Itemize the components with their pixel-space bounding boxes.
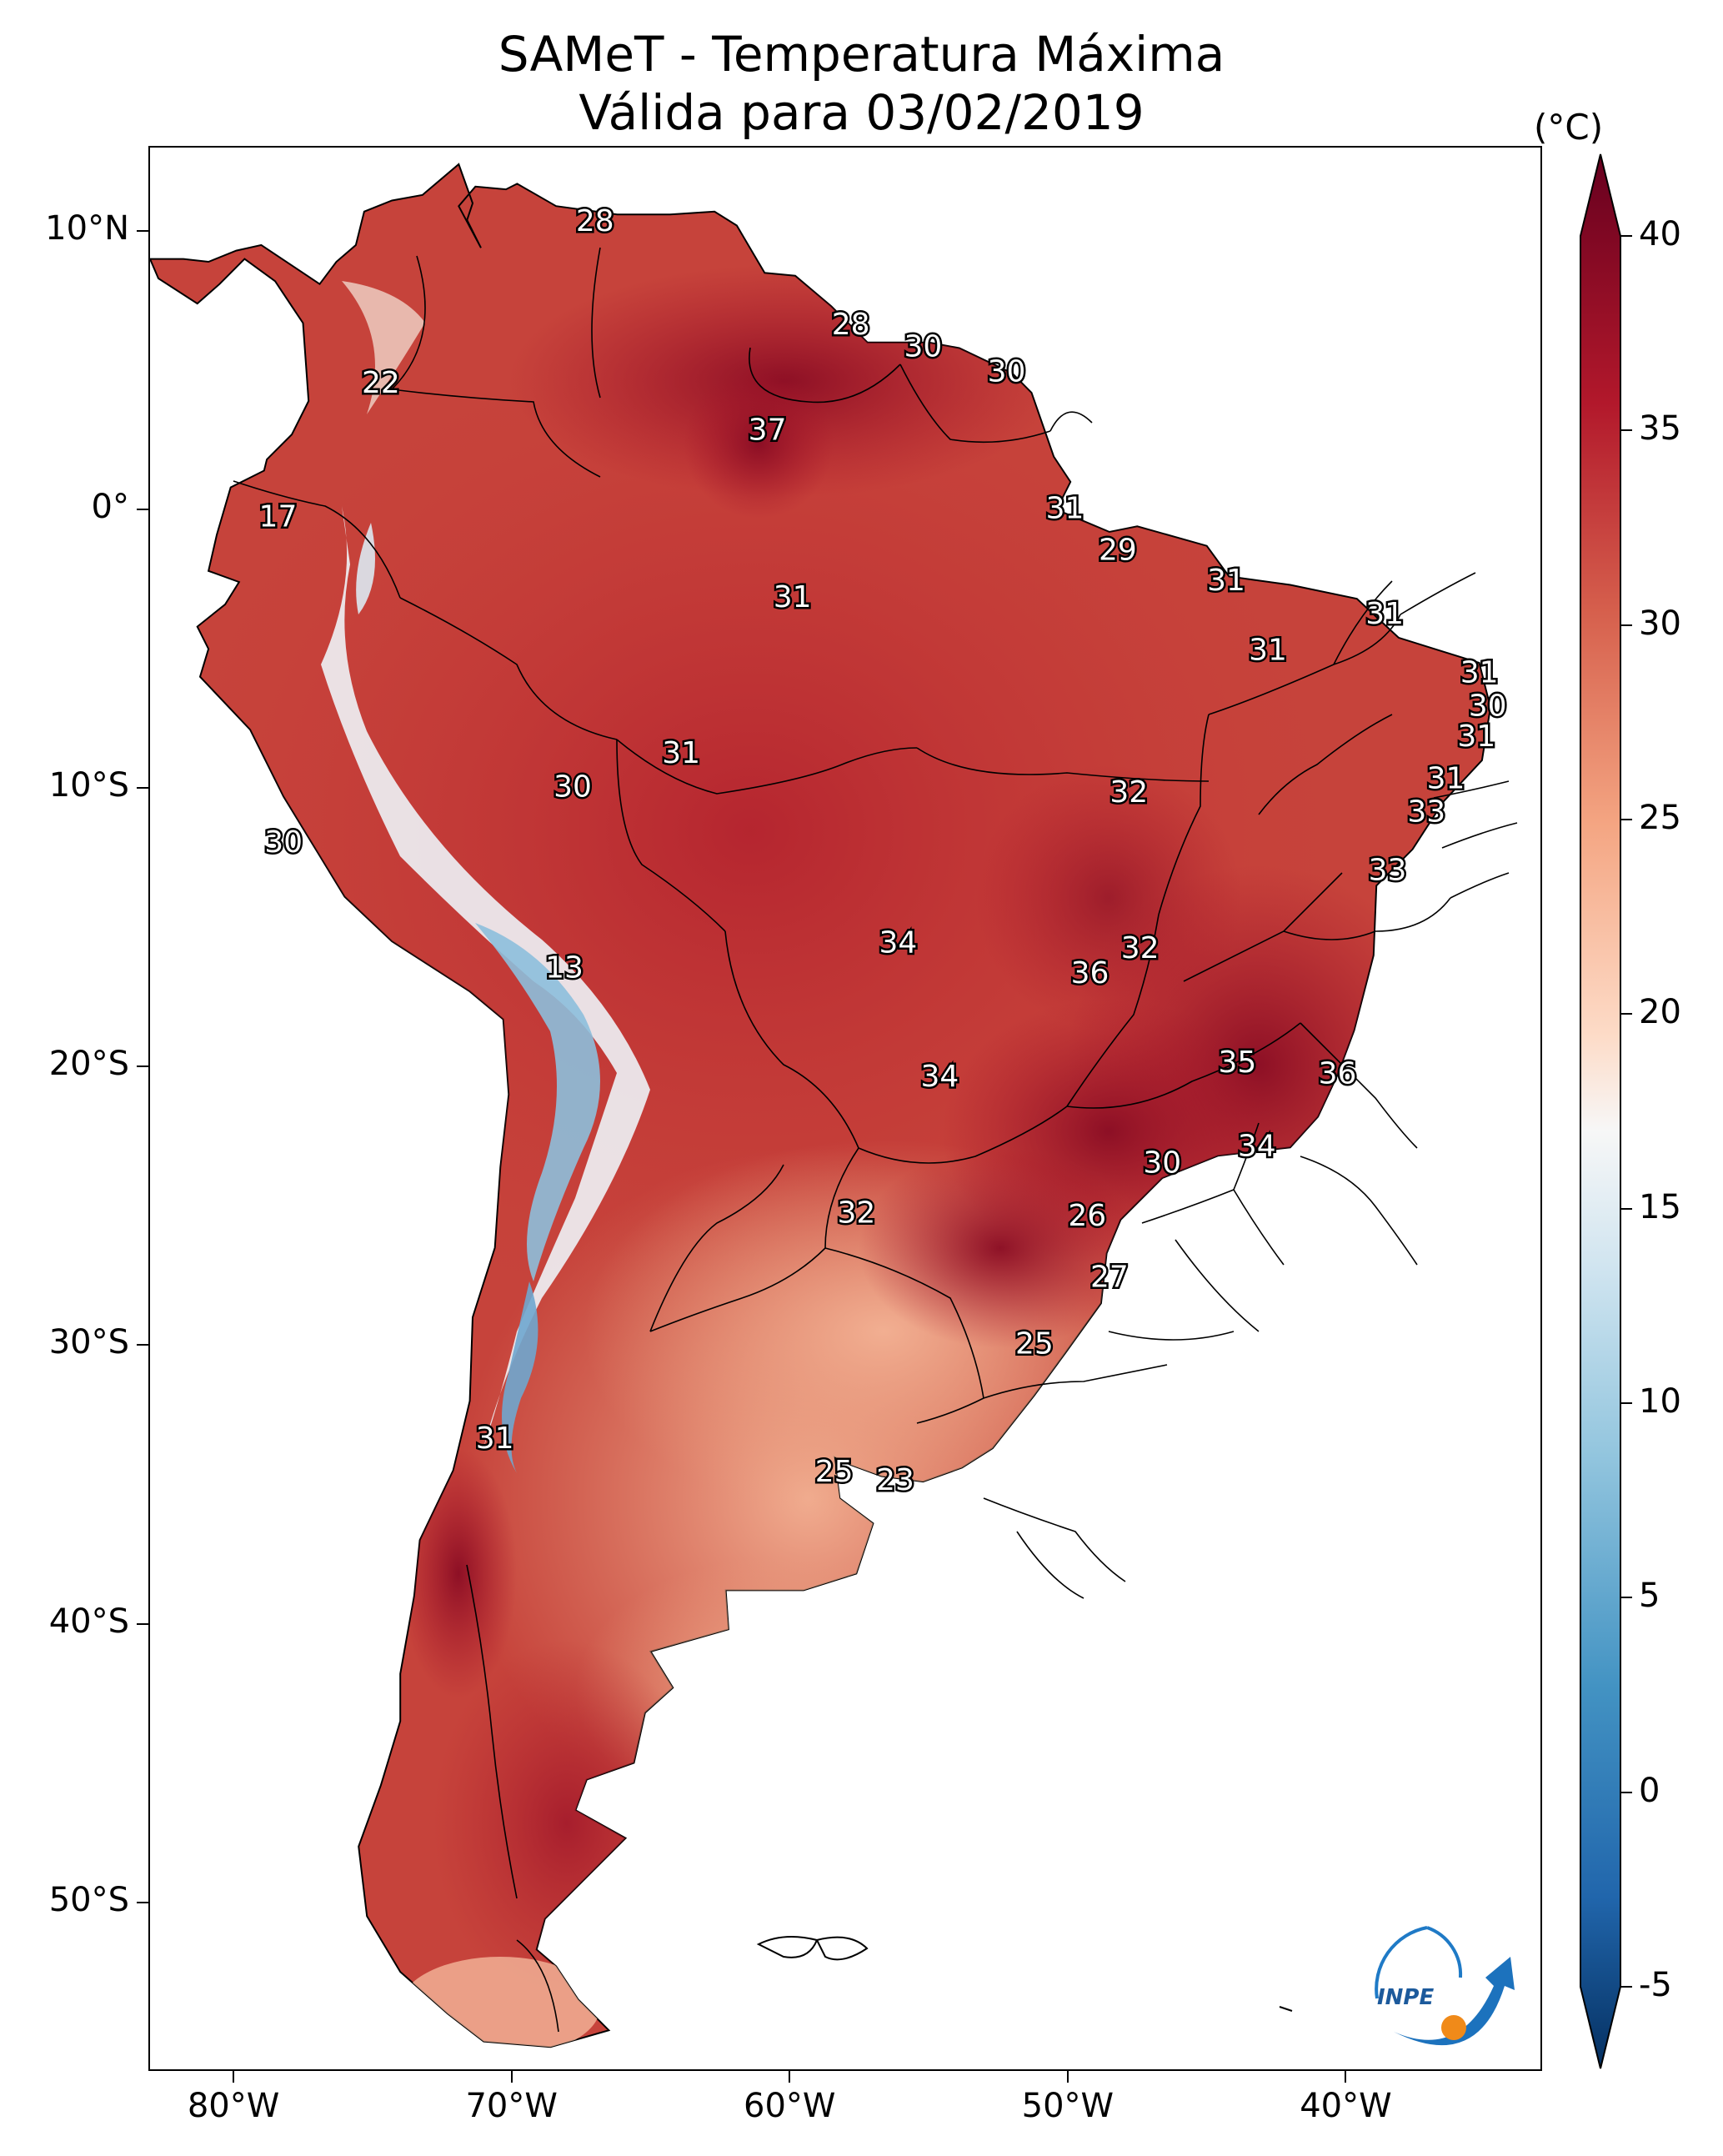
station-temperature-label: 31: [1249, 634, 1287, 668]
colorbar-tick-mark: [1620, 819, 1632, 820]
y-tick-mark: [137, 1065, 148, 1068]
colorbar-tick-mark: [1620, 1207, 1632, 1210]
station-temperature-label: 23: [876, 1463, 914, 1497]
station-temperature-label: 31: [476, 1421, 514, 1456]
station-temperature-label: 32: [1121, 931, 1160, 965]
colorbar-tick-mark: [1620, 1013, 1632, 1015]
x-tick-label: 70°W: [465, 2087, 558, 2125]
colorbar-tick-label: 25: [1639, 799, 1681, 837]
x-tick-mark: [1066, 2071, 1069, 2083]
colorbar-tick-mark: [1620, 1597, 1632, 1599]
y-tick-mark: [137, 787, 148, 790]
station-temperature-label: 31: [1427, 761, 1465, 795]
colorbar-tick-mark: [1620, 429, 1632, 432]
colorbar-tick-mark: [1620, 624, 1632, 626]
colorbar-tick-mark: [1620, 1986, 1632, 1988]
x-tick-mark: [510, 2071, 513, 2083]
station-temperature-label: 31: [1046, 491, 1084, 525]
x-tick-label: 60°W: [744, 2087, 836, 2125]
station-temperature-label: 31: [1365, 597, 1404, 631]
y-tick-mark: [137, 509, 148, 511]
map-panel: 28 22 17 28 30 30 37 31 29 31 31 31 31 31 30 31 31 30 32 31…: [148, 146, 1542, 2071]
station-temperature-label: 36: [1319, 1056, 1357, 1091]
station-temperature-label: 31: [1207, 564, 1245, 598]
x-tick-mark: [789, 2071, 791, 2083]
colorbar-tick-label: 0: [1639, 1771, 1660, 1810]
station-temperature-label: 13: [545, 950, 584, 985]
colorbar-tick-label: -5: [1639, 1966, 1672, 2004]
station-temperature-label: 22: [362, 366, 400, 400]
station-temperature-label: 33: [1369, 854, 1407, 888]
falkland-islands: [756, 1936, 869, 1961]
y-tick-label: 50°S: [48, 1880, 129, 1919]
station-temperature-label: 34: [921, 1060, 959, 1094]
colorbar-tick-label: 40: [1639, 215, 1681, 253]
station-temperature-label: 28: [832, 308, 870, 342]
station-temperature-label: 27: [1090, 1260, 1129, 1294]
station-temperature-label: 31: [1457, 720, 1495, 754]
station-temperature-label: 30: [988, 355, 1026, 389]
inpe-logo: INPE: [1375, 1926, 1515, 2046]
station-temperature-label: 33: [1407, 795, 1445, 829]
map-subtitle: Válida para 03/02/2019: [579, 84, 1144, 141]
y-tick-label: 20°S: [48, 1045, 129, 1084]
y-tick-label: 30°S: [48, 1323, 129, 1362]
y-tick-label: 10°N: [45, 209, 129, 248]
station-temperature-label: 30: [904, 330, 943, 364]
colorbar-tick-mark: [1620, 1791, 1632, 1793]
station-temperature-label: 35: [1218, 1045, 1256, 1080]
y-tick-label: 10°S: [48, 766, 129, 805]
x-tick-label: 40°W: [1300, 2087, 1392, 2125]
south-georgia: [1279, 2006, 1293, 2012]
y-tick-mark: [137, 1622, 148, 1625]
colorbar: [1580, 153, 1621, 2069]
colorbar-tick-mark: [1620, 1402, 1632, 1404]
station-temperature-label: 32: [1109, 775, 1148, 810]
station-temperature-label: 34: [879, 925, 917, 960]
station-temperature-label: 29: [1099, 533, 1137, 567]
colorbar-tick-mark: [1620, 235, 1632, 237]
station-temperature-label: 30: [264, 825, 303, 860]
x-tick-label: 80°W: [187, 2087, 280, 2125]
station-temperature-label: 31: [774, 580, 812, 614]
x-tick-mark: [1345, 2071, 1347, 2083]
inpe-logo-text: INPE: [1377, 1985, 1434, 2010]
station-temperature-label: 32: [837, 1196, 875, 1230]
station-temperature-label: 37: [749, 414, 787, 448]
station-temperature-label: 25: [815, 1455, 854, 1489]
station-temperature-label: 30: [1143, 1146, 1181, 1180]
colorbar-tick-label: 35: [1639, 409, 1681, 449]
y-tick-label: 40°S: [48, 1602, 129, 1641]
colorbar-tick-label: 30: [1639, 604, 1681, 643]
station-temperature-label: 30: [553, 770, 592, 804]
station-temperature-label: 31: [662, 736, 700, 770]
station-temperature-label: 30: [1469, 689, 1507, 723]
y-tick-mark: [137, 1901, 148, 1903]
colorbar-tick-label: 20: [1639, 993, 1681, 1032]
station-temperature-label: 26: [1068, 1199, 1106, 1233]
colorbar-tick-label: 15: [1639, 1187, 1681, 1226]
y-tick-label: 0°: [91, 488, 129, 527]
station-temperature-label: 31: [1460, 655, 1499, 689]
station-temperature-label: 25: [1015, 1326, 1054, 1361]
station-temperature-label: 34: [1238, 1129, 1276, 1163]
x-tick-label: 50°W: [1021, 2087, 1114, 2125]
colorbar-tick-label: 10: [1639, 1382, 1681, 1421]
x-tick-mark: [233, 2071, 235, 2083]
station-temperature-label: 36: [1071, 956, 1109, 990]
colorbar-unit: (°C): [1534, 107, 1604, 148]
map-title: SAMeT - Temperatura Máxima: [498, 26, 1225, 83]
country-borders: [233, 247, 1518, 2033]
y-tick-mark: [137, 230, 148, 233]
colorbar-scale: [1580, 153, 1621, 2069]
colorbar-tick-label: 5: [1639, 1577, 1660, 1616]
y-tick-mark: [137, 1344, 148, 1346]
station-temperature-label: 28: [576, 204, 614, 238]
station-temperature-label: 17: [259, 499, 298, 534]
